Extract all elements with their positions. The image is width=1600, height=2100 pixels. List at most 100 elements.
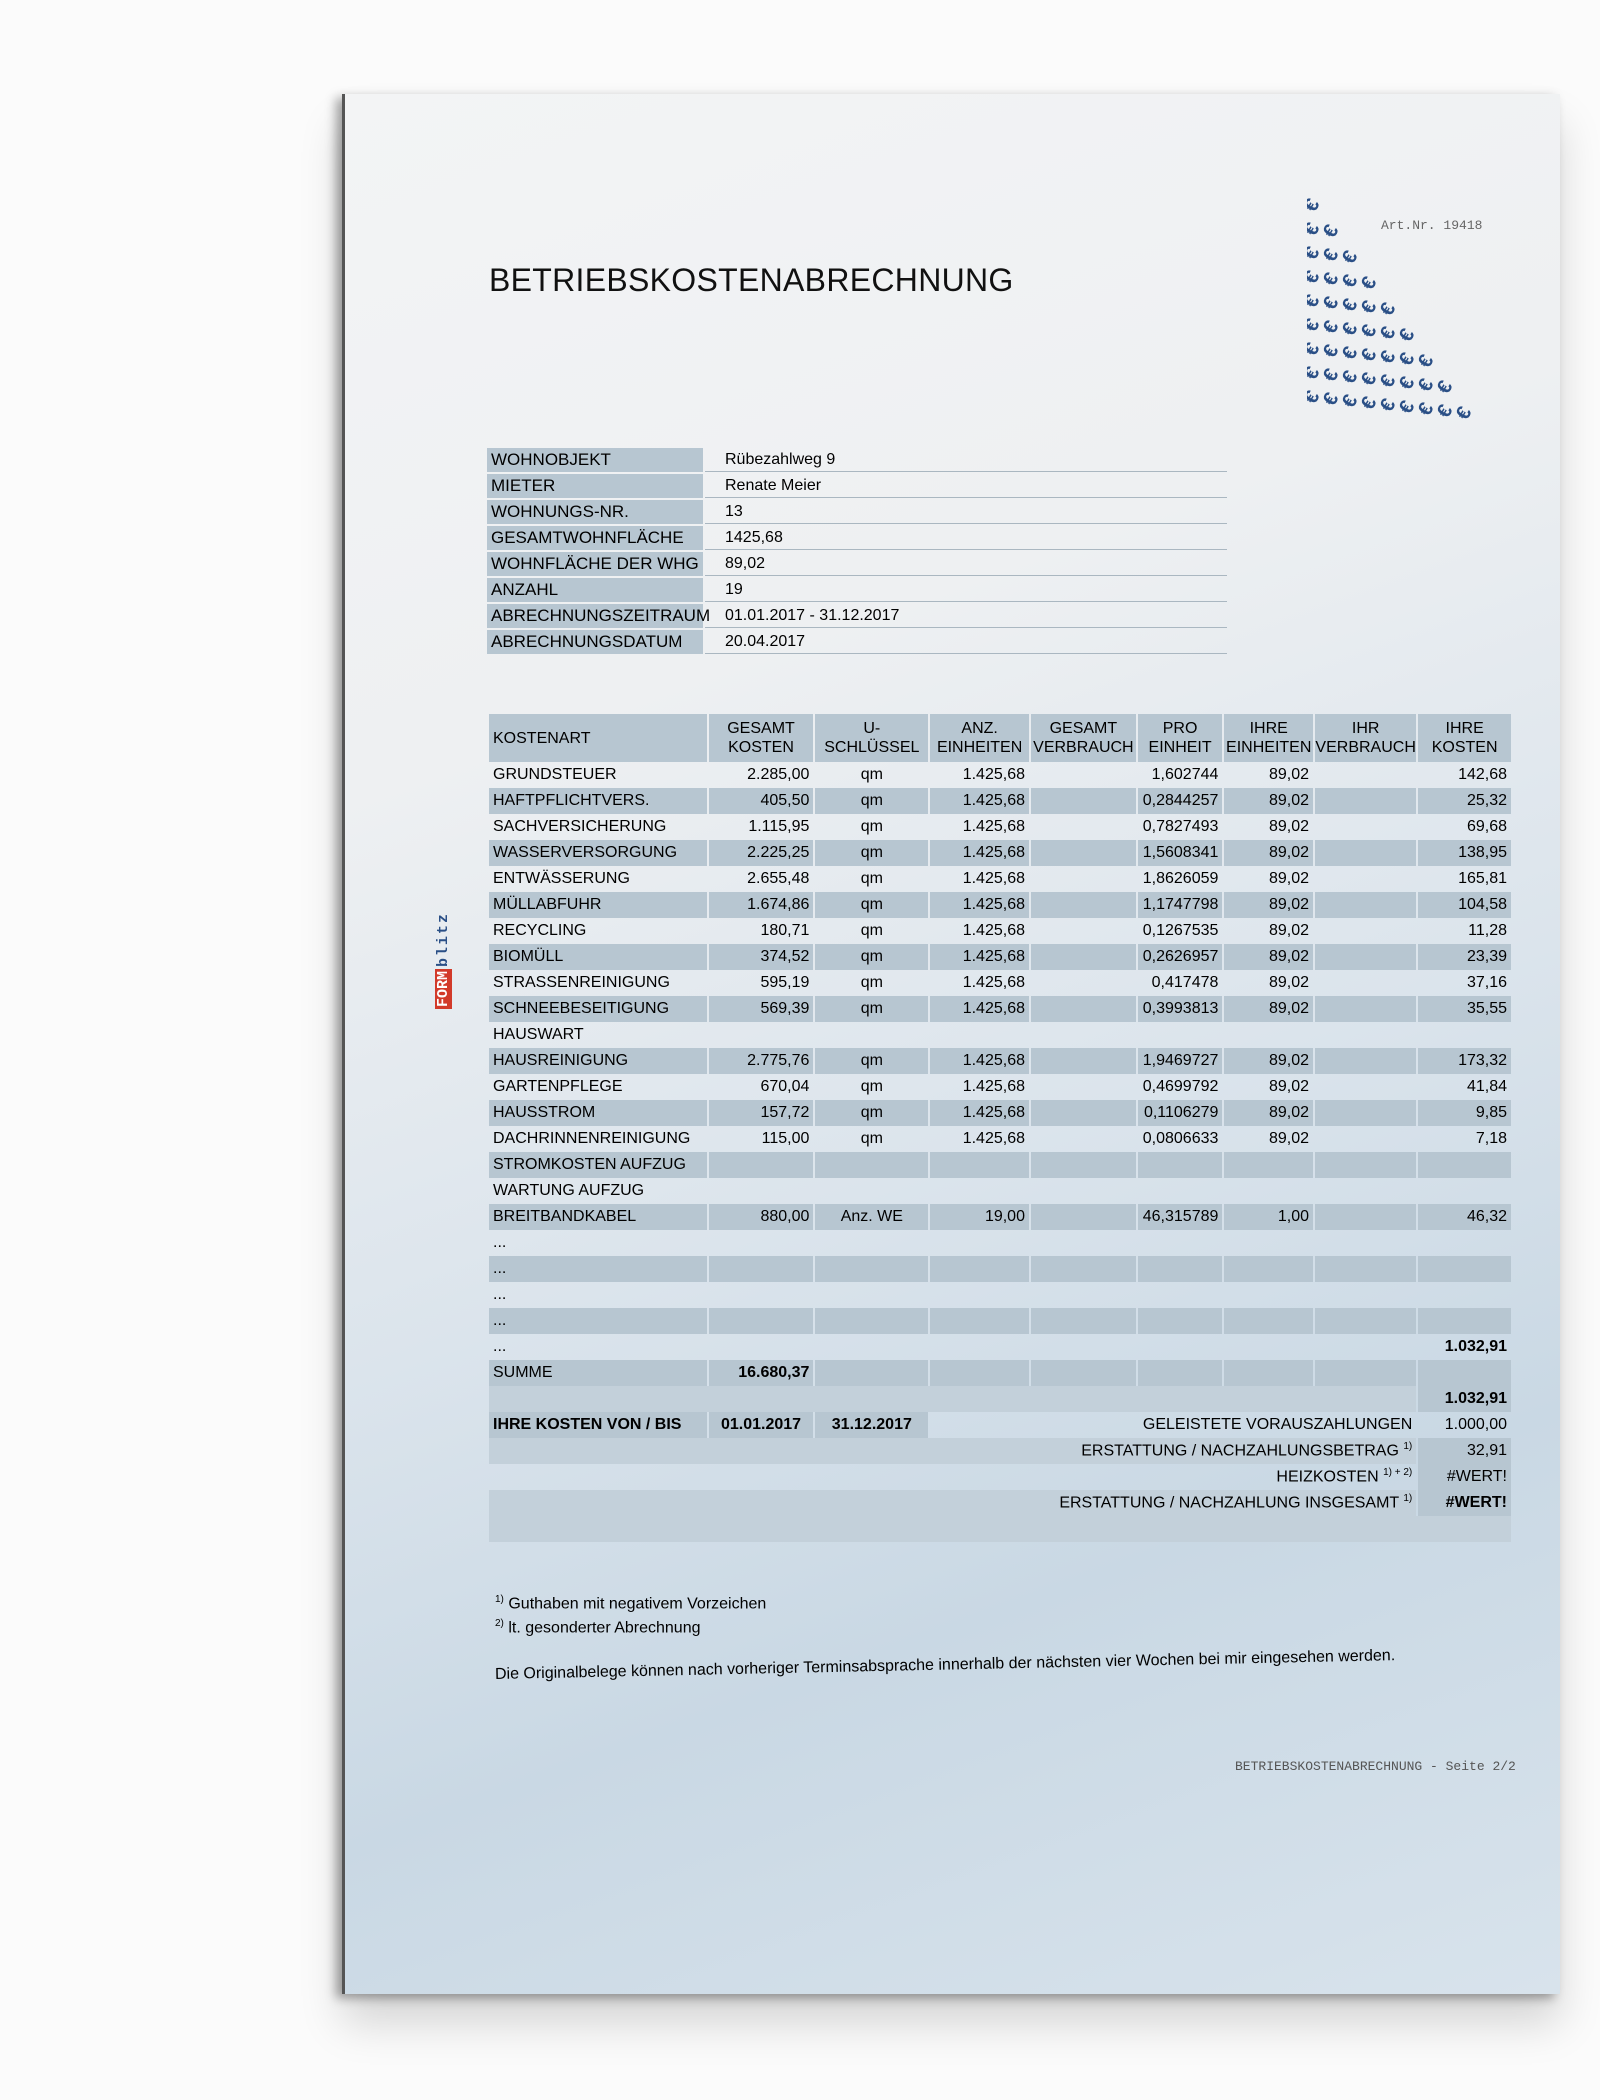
- table-cell: 138,95: [1418, 840, 1511, 866]
- euro-icon: €: [1394, 324, 1420, 346]
- table-cell: 173,32: [1418, 1048, 1511, 1074]
- table-cell: 1.425,68: [962, 922, 1025, 939]
- table-row: ERSTATTUNG / NACHZAHLUNG INSGESAMT 1) #WE…: [489, 1490, 1511, 1516]
- page-footer: BETRIEBSKOSTENABRECHNUNG - Seite 2/2: [1235, 1759, 1516, 1774]
- info-row: MIETER Renate Meier: [487, 472, 1227, 498]
- table-row: STRASSENREINIGUNG 595,19 qm 1.425,68 0,41747…: [489, 970, 1511, 996]
- table-cell: 69,68: [1466, 818, 1507, 835]
- column-header: U- SCHLÜSSEL: [815, 714, 929, 762]
- table-cell: [930, 1308, 1029, 1334]
- table-cell: qm: [815, 1100, 929, 1126]
- table-cell: [1315, 840, 1417, 866]
- table-cell: qm: [815, 1048, 929, 1074]
- table-row: GARTENPFLEGE 670,04 qm 1.425,68 0,4699792 89,…: [489, 1074, 1511, 1100]
- table-cell: [1030, 1152, 1136, 1178]
- table-cell: 0,417478: [1151, 974, 1219, 991]
- table-cell: 1,00: [1224, 1204, 1314, 1230]
- table-cell: 670,04: [760, 1078, 810, 1095]
- table-cell: ...: [493, 1234, 507, 1251]
- table-cell: HAFTPFLICHTVERS.: [489, 788, 707, 814]
- table-cell: 1.425,68: [962, 1130, 1025, 1147]
- table-row: ...: [489, 1230, 1511, 1256]
- summe-label: SUMME: [489, 1360, 707, 1386]
- table-cell: [709, 1282, 814, 1308]
- info-row: ABRECHNUNGSZEITRAUM 01.01.2017 - 31.12.20…: [487, 602, 1227, 628]
- summary-label: GELEISTETE VORAUSZAHLUNGEN: [1142, 1416, 1413, 1433]
- table-cell: 1.425,68: [962, 818, 1025, 835]
- table-cell: 0,4699792: [1142, 1078, 1219, 1095]
- table-cell: 89,02: [1224, 788, 1314, 814]
- table-cell: [815, 1230, 928, 1256]
- table-cell: 89,02: [1269, 766, 1310, 783]
- table-cell: 880,00: [708, 1204, 814, 1230]
- table-cell: 89,02: [1269, 1078, 1310, 1095]
- logo-form: FORM: [435, 968, 452, 1009]
- table-cell: HAUSWART: [493, 1026, 584, 1043]
- table-cell: [1315, 814, 1416, 840]
- table-cell: ...: [489, 1308, 707, 1334]
- euro-icon: €: [1375, 298, 1401, 320]
- table-cell: [1031, 1230, 1136, 1256]
- table-cell: 1.425,68: [930, 996, 1029, 1022]
- total-value: 1.032,91: [1418, 1386, 1511, 1412]
- table-cell: 0,2626957: [1137, 944, 1223, 970]
- euro-icon: €: [1307, 194, 1325, 216]
- table-row: ...: [489, 1308, 1511, 1334]
- euro-icon: €: [1356, 272, 1382, 294]
- table-cell: 142,68: [1458, 766, 1507, 783]
- table-row: SACHVERSICHERUNG 1.115,95 qm 1.425,68 0,7827…: [489, 814, 1511, 840]
- table-cell: [815, 1334, 928, 1360]
- info-value: Renate Meier: [705, 474, 1227, 498]
- info-label: WOHNUNGS-NR.: [487, 500, 703, 524]
- table-cell: [1224, 1282, 1313, 1308]
- info-label: MIETER: [487, 474, 703, 498]
- table-cell: [1031, 1126, 1136, 1152]
- note-text: Die Originalbelege können nach vorherige…: [494, 1647, 1396, 1683]
- table-cell: [1315, 1126, 1416, 1152]
- table-cell: 115,00: [761, 1130, 810, 1147]
- table-row: BREITBANDKABEL 880,00 Anz. WE 19,00 46,31578…: [489, 1204, 1511, 1230]
- info-row: WOHNUNGS-NR. 13: [487, 498, 1227, 524]
- table-row: ... 1.032,91: [489, 1334, 1511, 1360]
- column-header: KOSTENART: [489, 714, 707, 762]
- info-label: ANZAHL WOHNEINHEITEN: [487, 578, 703, 622]
- table-cell: [1418, 1230, 1511, 1256]
- table-cell: [930, 1152, 1029, 1178]
- table-cell: [1030, 1100, 1136, 1126]
- table-cell: WASSERVERSORGUNG: [489, 840, 707, 866]
- table-cell: [1315, 892, 1417, 918]
- table-cell: 2.285,00: [747, 766, 810, 783]
- table-cell: qm: [815, 944, 929, 970]
- table-cell: 595,19: [760, 974, 810, 991]
- table-cell: [1418, 1256, 1511, 1282]
- table-row: ...: [489, 1282, 1511, 1308]
- table-cell: [1315, 788, 1417, 814]
- table-cell: qm: [815, 996, 929, 1022]
- table-cell: 89,02: [1269, 922, 1310, 939]
- table-cell: BIOMÜLL: [489, 944, 707, 970]
- table-cell: [1224, 1308, 1314, 1334]
- summary-value: #WERT!: [1418, 1464, 1511, 1490]
- info-row: GESAMTWOHNFLÄCHE 1425,68: [487, 524, 1227, 550]
- table-cell: [1138, 1022, 1223, 1048]
- info-value: 89,02: [705, 552, 1227, 576]
- article-number: Art.Nr. 19418: [1381, 218, 1483, 233]
- table-cell: 23,39: [1418, 944, 1511, 970]
- table-cell: SACHVERSICHERUNG: [493, 818, 667, 835]
- table-cell: 89,02: [1224, 892, 1314, 918]
- table-row: ERSTATTUNG / NACHZAHLUNGSBETRAG 1) 32,91: [489, 1438, 1511, 1464]
- table-cell: [1031, 866, 1136, 892]
- footnote-2: 2) lt. gesonderter Abrechnung: [495, 1618, 701, 1637]
- info-value: 01.01.2017 - 31.12.2017: [705, 604, 1227, 628]
- table-cell: [1224, 1334, 1313, 1360]
- footnote-1: 1) Guthaben mit negativem Vorzeichen: [495, 1594, 766, 1613]
- table-cell: 1,8626059: [1142, 870, 1219, 887]
- table-cell: qm: [815, 788, 929, 814]
- table-cell: [1031, 1178, 1136, 1204]
- table-cell: qm: [815, 840, 929, 866]
- table-cell: 0,0806633: [1142, 1130, 1219, 1147]
- table-cell: 405,50: [708, 788, 814, 814]
- table-cell: [1030, 788, 1136, 814]
- cost-table: KOSTENART GESAMT KOSTEN U- SCHLÜSSEL ANZ. EINH…: [487, 714, 1513, 1542]
- table-cell: [1030, 996, 1136, 1022]
